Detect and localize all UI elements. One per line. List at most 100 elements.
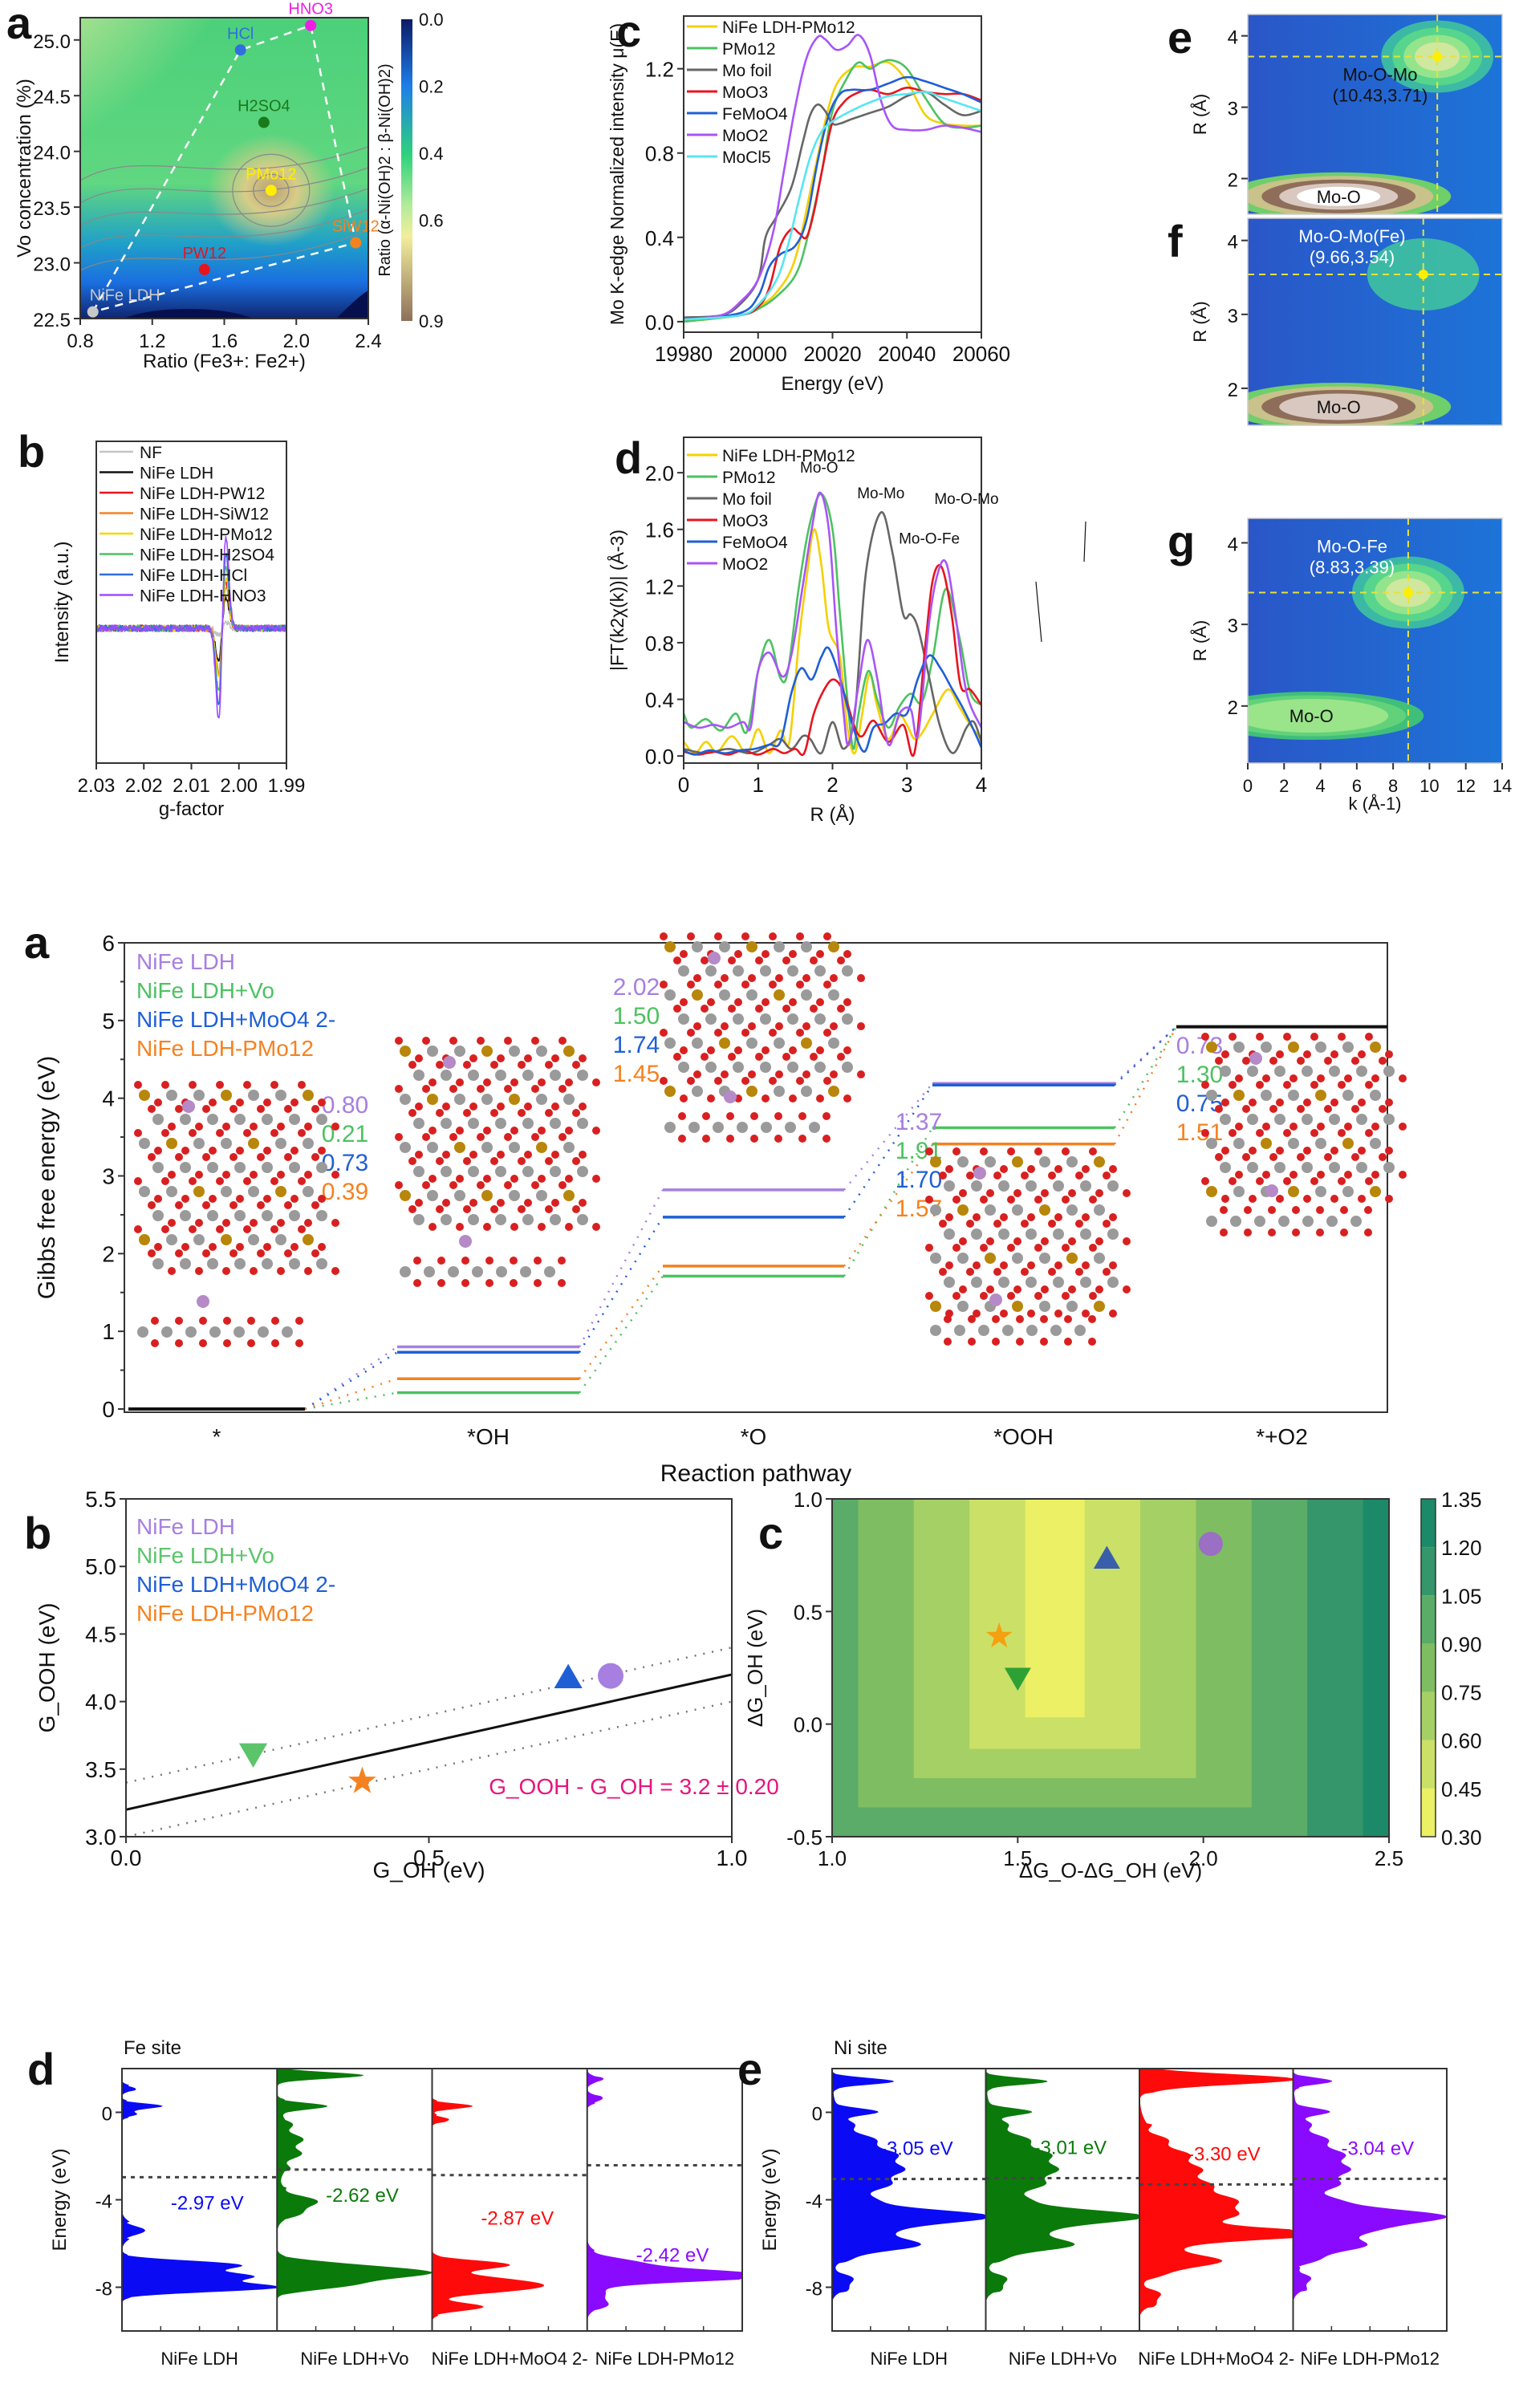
- energy-connector: [304, 1346, 398, 1411]
- legend-label: NiFe LDH: [140, 465, 213, 483]
- oxygen-atom: [524, 1151, 532, 1159]
- oxygen-atom: [1062, 1196, 1070, 1204]
- oxygen-atom: [311, 1105, 319, 1113]
- oxygen-atom: [243, 1081, 251, 1089]
- x-tick-label: 2.0: [283, 331, 310, 352]
- oxygen-atom: [734, 998, 742, 1006]
- y-tick-label: 1.6: [645, 518, 674, 542]
- subplot-label: NiFe LDH: [870, 2349, 948, 2369]
- oxygen-atom: [463, 1061, 471, 1069]
- colorbar-segment: [1421, 1595, 1436, 1644]
- d-band-center-label: -2.97 eV: [171, 2192, 244, 2214]
- structure-top-view: [1201, 1033, 1407, 1203]
- metal-atom: [733, 1013, 744, 1025]
- y-tick-label: 1.2: [645, 575, 674, 599]
- oxygen-atom: [707, 1094, 715, 1102]
- oxygen-atom: [769, 981, 777, 989]
- x-axis-label: G_OH (eV): [372, 1858, 485, 1882]
- metal-atom: [678, 965, 689, 977]
- metal-atom: [678, 1013, 689, 1025]
- oxygen-atom: [551, 1054, 559, 1062]
- oxygen-atom: [1256, 1081, 1264, 1089]
- oxygen-atom: [993, 1268, 1001, 1276]
- data-marker: [348, 1766, 376, 1793]
- metal-atom: [522, 1214, 534, 1225]
- peak-annotation: Mo-O-Mo: [934, 491, 998, 508]
- oxygen-atom: [702, 1135, 710, 1143]
- metal-atom: [1274, 1114, 1285, 1125]
- oxygen-atom: [422, 1085, 430, 1093]
- oxygen-atom: [436, 1109, 444, 1117]
- oxygen-atom: [469, 1102, 477, 1111]
- energy-connector: [304, 1378, 398, 1411]
- metal-atom: [1107, 1180, 1119, 1192]
- oxygen-atom: [1344, 1123, 1352, 1131]
- legend-label: NiFe LDH-PMo12: [722, 18, 855, 37]
- oxygen-atom: [810, 1053, 818, 1061]
- oxygen-atom: [243, 1225, 251, 1233]
- oxygen-atom: [318, 1098, 326, 1107]
- metal-atom: [1370, 1186, 1381, 1197]
- metal-atom: [1012, 1253, 1023, 1264]
- chart-bot-a: 0 1 2 3 4 5 6 Gibbs free energy (eV) Reaction pa…: [34, 931, 1407, 1487]
- metal-atom: [957, 1253, 969, 1264]
- metal-atom: [801, 1086, 812, 1097]
- oxygen-atom: [1330, 1195, 1338, 1203]
- oxygen-atom: [236, 1243, 244, 1251]
- peak-annotation: Mo-Mo: [857, 485, 904, 502]
- oxygen-atom: [518, 1109, 526, 1117]
- oxygen-atom: [290, 1195, 299, 1203]
- oxygen-atom: [945, 1261, 953, 1269]
- oxygen-atom: [843, 998, 851, 1006]
- category-label: *OH: [467, 1424, 510, 1449]
- oxygen-atom: [1201, 1081, 1209, 1089]
- metal-atom: [1370, 1090, 1381, 1101]
- oxygen-atom: [161, 1129, 169, 1137]
- oxygen-atom: [298, 1129, 306, 1137]
- oxygen-atom: [531, 1037, 539, 1045]
- metal-atom: [316, 1114, 327, 1125]
- panel-label: e: [1168, 12, 1192, 63]
- oxygen-atom: [1103, 1172, 1111, 1180]
- oxygen-atom: [1338, 1081, 1346, 1089]
- point-label: H2SO4: [238, 98, 290, 116]
- oxygen-atom: [545, 1157, 553, 1165]
- contour-line: [80, 167, 368, 204]
- oxygen-atom: [298, 1225, 306, 1233]
- contour-line: [80, 229, 368, 271]
- metal-atom: [1233, 1186, 1245, 1197]
- oxygen-atom: [202, 1105, 210, 1113]
- metal-atom: [1315, 1090, 1326, 1101]
- oxygen-atom: [1220, 1206, 1228, 1214]
- oxygen-atom: [959, 1189, 967, 1197]
- contour-line: [253, 173, 290, 207]
- metal-atom: [193, 1186, 205, 1197]
- oxygen-atom: [1249, 1195, 1257, 1203]
- oxygen-atom: [680, 1094, 688, 1102]
- colorbar-tick-label: 1.20: [1441, 1536, 1482, 1560]
- oxygen-atom: [1000, 1310, 1008, 1318]
- oxygen-atom: [1075, 1172, 1083, 1180]
- oxygen-atom: [1000, 1213, 1008, 1221]
- oxygen-atom: [270, 1081, 278, 1089]
- oxygen-atom: [250, 1219, 258, 1227]
- oxygen-atom: [270, 1225, 278, 1233]
- metal-atom: [828, 1086, 839, 1097]
- colorbar-frame: [1420, 1498, 1436, 1837]
- x-tick-label: 0.0: [111, 1846, 142, 1870]
- oxygen-atom: [1358, 1050, 1366, 1058]
- y-axis-label: R (Å): [1190, 301, 1210, 342]
- x-tick-label: 0.8: [67, 331, 93, 352]
- metal-atom: [1012, 1204, 1023, 1216]
- oxygen-atom: [1310, 1129, 1318, 1137]
- oxygen-atom: [175, 1317, 183, 1325]
- step-energy-label: 2.02: [613, 974, 660, 1001]
- data-point: [265, 185, 277, 197]
- oxygen-atom: [1109, 1165, 1117, 1173]
- oxygen-atom: [1123, 1285, 1131, 1293]
- metal-atom: [774, 989, 785, 1001]
- panel-label: a: [6, 0, 32, 48]
- metal-atom: [481, 1094, 493, 1105]
- oxygen-atom: [728, 956, 736, 964]
- chart-top-b: 2.03 2.02 2.01 2.00 1.99 g-factor Intensity (a…: [51, 441, 305, 820]
